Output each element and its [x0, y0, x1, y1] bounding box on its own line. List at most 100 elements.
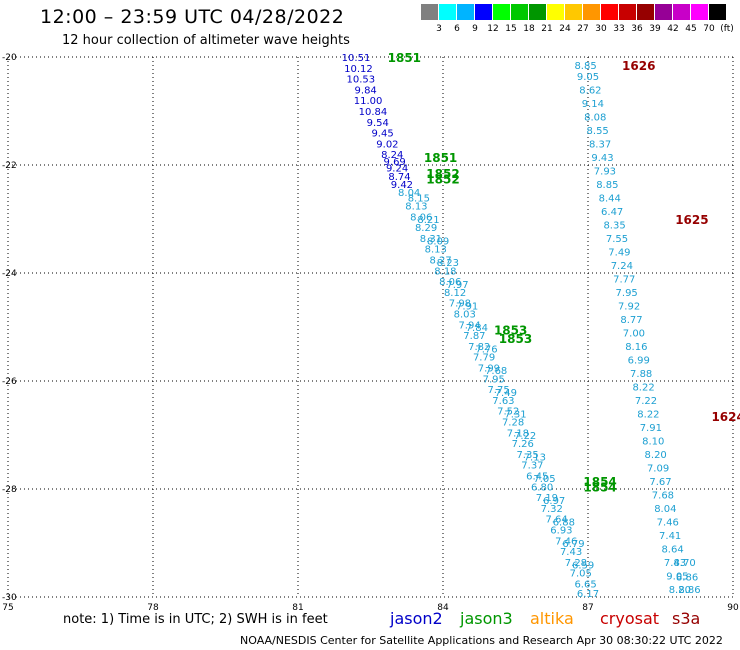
data-point-label: 9.02 — [376, 139, 398, 150]
data-point-label: 7.09 — [647, 463, 669, 474]
data-point-label: 9.05 — [666, 571, 688, 582]
legend-label: 45 — [685, 24, 697, 34]
time-label: 1852 — [426, 173, 459, 187]
data-point-label: 8.16 — [625, 342, 647, 353]
data-point-label: 7.46 — [555, 536, 577, 547]
data-point-label: 7.64 — [545, 515, 567, 526]
data-point-label: 7.94 — [458, 320, 480, 331]
data-point-label: 8.10 — [642, 436, 664, 447]
satellite-jason2-label: jason2 — [390, 609, 443, 628]
legend-swatch — [655, 4, 672, 20]
legend-swatch — [691, 4, 708, 20]
data-point-label: 7.49 — [608, 247, 630, 258]
data-point-label: 8.04 — [654, 504, 676, 515]
data-point-label: 7.91 — [456, 301, 478, 312]
data-point-label: 7.67 — [649, 477, 671, 488]
data-point-label: 7.43 — [664, 558, 686, 569]
data-point-label: 7.92 — [618, 301, 640, 312]
chart-title: 12:00 – 23:59 UTC 04/28/2022 — [40, 6, 345, 28]
legend-swatch — [511, 4, 528, 20]
data-point-label: 8.86 — [678, 585, 700, 596]
data-point-label: 7.41 — [659, 531, 681, 542]
time-label: 1854 — [583, 480, 616, 494]
legend-swatch — [493, 4, 510, 20]
data-point-label: 9.69 — [384, 157, 406, 168]
data-point-label: 8.06 — [439, 277, 461, 288]
data-point-label: 8.22 — [632, 382, 654, 393]
data-point-label: 8.13 — [405, 202, 427, 213]
y-tick-label: -24 — [2, 269, 17, 279]
satellite-jason3-label: jason3 — [460, 609, 513, 628]
data-point-label: 9.54 — [367, 118, 389, 129]
data-point-label: 6.88 — [553, 517, 575, 528]
data-point-label: 7.24 — [611, 261, 633, 272]
legend-swatch — [601, 4, 618, 20]
data-point-label: 7.84 — [466, 323, 488, 334]
data-point-label: 6.80 — [531, 482, 553, 493]
satellite-cryosat-label: cryosat — [600, 609, 660, 628]
time-label: 1853 — [494, 324, 527, 338]
legend-swatch — [547, 4, 564, 20]
time-label: 1852 — [426, 167, 459, 181]
data-point-label: 6.79 — [562, 539, 584, 550]
legend-label: (ft) — [720, 24, 734, 34]
data-point-label: 7.19 — [536, 493, 558, 504]
data-point-label: 7.87 — [463, 331, 485, 342]
data-point-label: 8.86 — [676, 572, 698, 583]
data-point-label: 8.74 — [388, 172, 410, 183]
data-point-label: 7.93 — [594, 166, 616, 177]
data-point-label: 7.77 — [613, 274, 635, 285]
data-point-label: 6.65 — [574, 580, 596, 591]
legend-label: 33 — [613, 24, 625, 34]
time-label: 1626 — [622, 59, 655, 73]
data-point-label: 7.46 — [657, 517, 679, 528]
data-point-label: 7.18 — [507, 428, 529, 439]
data-point-label: 9.84 — [355, 85, 377, 96]
data-point-label: 8.22 — [637, 409, 659, 420]
time-label: 1624 — [711, 410, 740, 424]
time-label: 1625 — [675, 213, 708, 227]
data-point-label: 7.97 — [446, 280, 468, 291]
data-point-label: 8.13 — [425, 245, 447, 256]
data-point-label: 8.08 — [584, 112, 606, 123]
data-point-label: 7.95 — [483, 374, 505, 385]
data-point-label: 8.31 — [420, 234, 442, 245]
data-point-label: 7.43 — [560, 547, 582, 558]
y-tick-label: -30 — [2, 593, 17, 603]
data-point-label: 8.20 — [645, 450, 667, 461]
data-point-label: 8.04 — [398, 188, 420, 199]
data-point-label: 7.00 — [623, 328, 645, 339]
data-point-label: 7.26 — [512, 439, 534, 450]
legend-swatch — [583, 4, 600, 20]
data-point-label: 8.37 — [589, 139, 611, 150]
data-point-label: 8.85 — [574, 61, 596, 72]
data-point-label: 8.09 — [427, 237, 449, 248]
legend-label: 9 — [472, 24, 478, 34]
data-point-label: 6.17 — [577, 589, 599, 600]
time-label: 1851 — [388, 51, 421, 65]
data-point-label: 8.20 — [669, 585, 691, 596]
legend-swatch — [709, 4, 726, 20]
data-point-label: 7.52 — [497, 407, 519, 418]
legend-label: 42 — [667, 24, 679, 34]
data-point-label: 6.99 — [628, 355, 650, 366]
data-point-label: 8.85 — [596, 180, 618, 191]
legend-label: 30 — [595, 24, 607, 34]
legend-label: 12 — [487, 24, 499, 34]
legend-swatch — [421, 4, 438, 20]
data-point-label: 7.31 — [504, 409, 526, 420]
data-point-label: 10.51 — [342, 53, 371, 64]
time-label: 1853 — [499, 332, 532, 346]
satellite-s3a-label: s3a — [672, 609, 701, 628]
data-point-label: 9.14 — [582, 99, 604, 110]
data-point-label: 7.88 — [630, 369, 652, 380]
legend-label: 15 — [505, 24, 517, 34]
legend-label: 36 — [631, 24, 643, 34]
data-point-label: 7.49 — [495, 388, 517, 399]
data-point-label: 8.70 — [674, 558, 696, 569]
data-point-label: 7.22 — [514, 431, 536, 442]
satellite-altika-label: altika — [530, 609, 574, 628]
x-tick-label: 84 — [437, 603, 449, 613]
data-point-label: 6.59 — [572, 561, 594, 572]
data-point-label: 7.05 — [533, 474, 555, 485]
